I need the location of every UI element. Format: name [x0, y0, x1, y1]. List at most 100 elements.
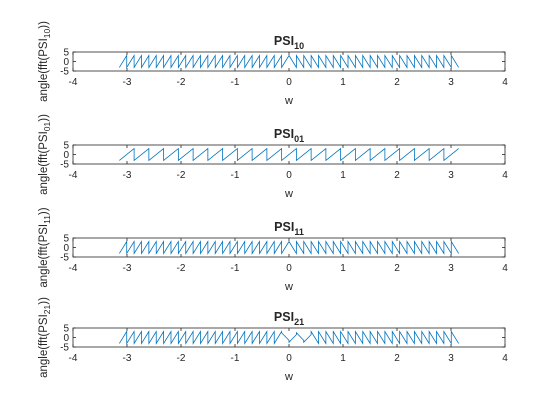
y-tick-label: -5: [60, 343, 69, 354]
x-tick-label-text: -2: [177, 170, 186, 181]
y-axis-label-post: )): [38, 114, 50, 122]
x-tick-label: -4: [69, 353, 78, 364]
x-tick-label: -1: [231, 170, 240, 181]
x-tick-label-text: 4: [502, 170, 508, 181]
x-tick-label: -1: [231, 77, 240, 88]
x-tick-label-text: -1: [231, 77, 240, 88]
x-tick-label: -2: [177, 353, 186, 364]
subplot-title: PSI01: [274, 127, 304, 144]
y-tick-label: -5: [60, 253, 69, 264]
x-tick-label: 3: [448, 77, 454, 88]
y-axis-label-sub: 10: [42, 28, 52, 38]
x-tick-label: 0: [286, 263, 292, 274]
x-tick-label: 3: [448, 353, 454, 364]
x-tick-label-text: 0: [286, 263, 292, 274]
x-tick-label-text: 4: [502, 263, 508, 274]
series-line-0: [119, 147, 459, 162]
x-tick-label: 2: [394, 77, 400, 88]
y-axis-label-pre: angle(fft(PSI: [38, 38, 50, 102]
subplot-title: PSI11: [274, 220, 304, 237]
x-tick-label-text: 1: [340, 263, 346, 274]
x-tick-label: 3: [448, 263, 454, 274]
x-tick-label-text: 2: [394, 170, 400, 181]
y-tick-label-text: -5: [60, 67, 69, 78]
x-tick-label-text: 0: [286, 353, 292, 364]
x-tick-label-text: 3: [448, 263, 454, 274]
x-tick-label: -2: [177, 170, 186, 181]
x-tick-label: 0: [286, 170, 292, 181]
x-tick-label: 2: [394, 170, 400, 181]
x-tick-label: 4: [502, 77, 508, 88]
series-line-0: [119, 54, 459, 69]
y-axis-label-post: )): [38, 297, 50, 305]
x-tick-label-text: -3: [123, 353, 132, 364]
y-axis-label-sub: 11: [42, 215, 52, 224]
y-axis-label-post: )): [38, 21, 50, 29]
x-axis-label: w: [284, 188, 293, 200]
x-tick-label-text: -3: [123, 170, 132, 181]
x-tick-label: 4: [502, 353, 508, 364]
y-tick-label: 0: [63, 57, 69, 68]
x-tick-label-text: -3: [123, 77, 132, 88]
x-tick-label-text: 3: [448, 77, 454, 88]
x-tick-label: -4: [69, 263, 78, 274]
x-axis-label-text: w: [284, 95, 293, 107]
x-axis-label-text: w: [284, 188, 293, 200]
x-tick-label: 1: [340, 263, 346, 274]
x-tick-label: -3: [123, 77, 132, 88]
x-tick-label-text: -1: [231, 263, 240, 274]
y-tick-label-text: -5: [60, 253, 69, 264]
y-tick-label-text: -5: [60, 343, 69, 354]
y-axis-label-pre: angle(fft(PSI: [38, 314, 50, 378]
y-tick-label: 5: [63, 324, 69, 335]
x-tick-label-text: 3: [448, 170, 454, 181]
subplot-title: PSI10: [274, 34, 304, 51]
y-tick-label: -5: [60, 160, 69, 171]
x-tick-label-text: 2: [394, 263, 400, 274]
x-tick-label-text: 1: [340, 77, 346, 88]
x-tick-label: -4: [69, 170, 78, 181]
x-tick-label: 0: [286, 77, 292, 88]
x-tick-label-text: -4: [69, 170, 78, 181]
y-tick-label-text: 5: [63, 234, 69, 245]
x-tick-label: 1: [340, 353, 346, 364]
x-axis-label: w: [284, 95, 293, 107]
x-axis-label-text: w: [284, 281, 293, 293]
y-tick-label-text: 0: [63, 57, 69, 68]
x-tick-label-text: -2: [177, 353, 186, 364]
x-tick-label: 1: [340, 77, 346, 88]
x-tick-label: -4: [69, 77, 78, 88]
y-axis-label-pre: angle(fft(PSI: [38, 224, 50, 288]
x-tick-label-text: -4: [69, 353, 78, 364]
series-line-0: [119, 330, 459, 345]
subplot-title: PSI21: [274, 310, 304, 327]
x-tick-label: 3: [448, 170, 454, 181]
subplot-title-sub: 10: [294, 41, 304, 51]
x-tick-label: 4: [502, 170, 508, 181]
y-tick-label: 0: [63, 150, 69, 161]
x-tick-label-text: 0: [286, 77, 292, 88]
y-tick-label-text: 0: [63, 243, 69, 254]
x-tick-label-text: -2: [177, 77, 186, 88]
x-tick-label-text: 2: [394, 77, 400, 88]
x-tick-label-text: 3: [448, 353, 454, 364]
subplot-title-main: PSI: [274, 310, 294, 324]
subplot-title-sub: 11: [294, 227, 304, 237]
x-tick-label: 4: [502, 263, 508, 274]
axes-background: [73, 328, 505, 347]
x-tick-label: -1: [231, 263, 240, 274]
x-axis-label: w: [284, 371, 293, 383]
x-tick-label: 2: [394, 263, 400, 274]
y-tick-label-text: 0: [63, 333, 69, 344]
x-tick-label: 0: [286, 353, 292, 364]
x-tick-label-text: -4: [69, 77, 78, 88]
x-tick-label-text: -2: [177, 263, 186, 274]
y-tick-label: -5: [60, 67, 69, 78]
axes-background: [73, 52, 505, 71]
x-tick-label: -2: [177, 77, 186, 88]
y-tick-label: 5: [63, 141, 69, 152]
